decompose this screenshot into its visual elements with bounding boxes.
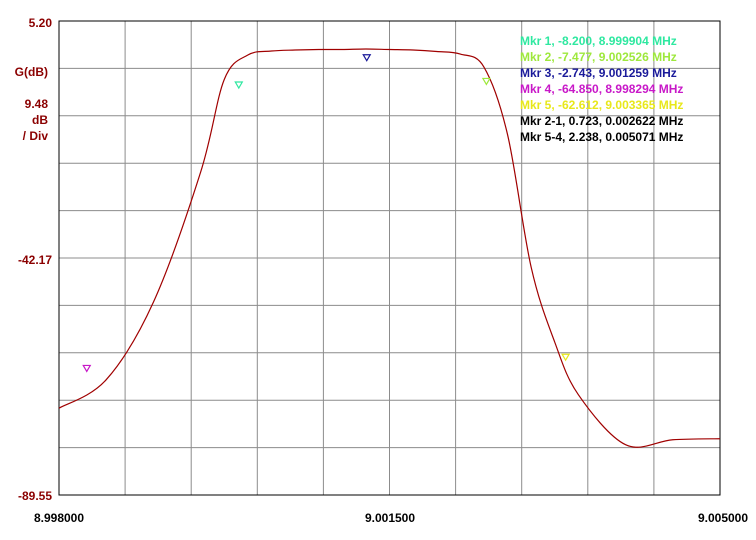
marker-3-symbol [362, 54, 372, 62]
y-tick-top: 5.20 [29, 16, 53, 30]
scale-value: 9.48 [25, 97, 49, 111]
x-tick-left: 8.998000 [34, 511, 84, 525]
scale-unit: dB [32, 113, 48, 127]
marker-5-symbol [561, 353, 571, 362]
marker-symbols [82, 54, 571, 373]
marker-2-label: Mkr 2, -7.477, 9.002526 MHz [520, 50, 677, 64]
marker-1-symbol [234, 81, 244, 90]
marker-2-symbol [481, 77, 491, 86]
plot-frame [58, 20, 721, 496]
y-tick-mid: -42.17 [18, 253, 52, 267]
gain-trace [58, 48, 721, 448]
marker-readout: Mkr 1, -8.200, 8.999904 MHz Mkr 2, -7.477… [520, 34, 683, 144]
y-tick-bottom: -89.55 [18, 489, 52, 503]
delta-marker-1-label: Mkr 2-1, 0.723, 0.002622 MHz [520, 114, 683, 128]
marker-3-label: Mkr 3, -2.743, 9.001259 MHz [520, 66, 677, 80]
x-tick-mid: 9.001500 [365, 511, 415, 525]
marker-5-label: Mkr 5, -62.612, 9.003365 MHz [520, 98, 683, 112]
delta-marker-2-label: Mkr 5-4, 2.238, 0.005071 MHz [520, 130, 683, 144]
marker-1-label: Mkr 1, -8.200, 8.999904 MHz [520, 34, 677, 48]
scale-per-div: / Div [23, 129, 49, 143]
y-axis-title: G(dB) [15, 65, 48, 79]
marker-4-label: Mkr 4, -64.850, 8.998294 MHz [520, 82, 683, 96]
grid [59, 21, 720, 495]
marker-4-symbol [82, 364, 92, 373]
x-tick-right: 9.005000 [698, 511, 748, 525]
